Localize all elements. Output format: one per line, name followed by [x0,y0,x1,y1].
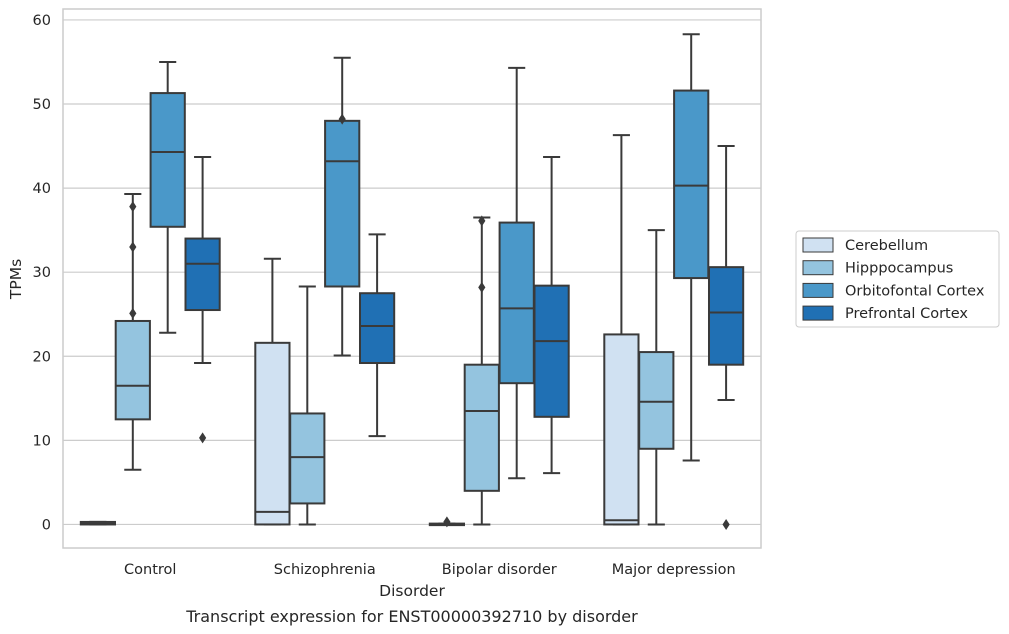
box [149,60,186,334]
legend-swatch [802,237,834,253]
chart-caption: Transcript expression for ENST0000039271… [185,607,638,626]
outlier-point [478,215,486,227]
x-axis-title: Disorder [379,582,445,600]
box-body [184,237,221,312]
outlier-point [129,201,137,213]
box [254,257,291,526]
x-tick-label: Control [124,562,176,578]
box-body [673,89,710,280]
legend-label: Prefrontal Cortex [845,306,968,322]
box [324,56,361,357]
legend-label: Orbitofontal Cortex [845,283,985,299]
outlier-point [443,516,451,528]
legend-swatch [802,260,834,276]
box-body [498,221,535,385]
outlier-point [338,113,346,125]
box-body [707,266,745,366]
box-body [324,119,361,288]
outlier-point [129,307,137,319]
y-tick-label: 0 [42,517,51,533]
legend-label: Cerebellum [845,238,928,254]
outlier-point [129,241,137,253]
box [114,192,151,471]
box [184,155,221,444]
y-gridlines [63,19,761,526]
y-axis-title: TPMs [7,259,25,300]
y-tick-label: 40 [33,181,51,197]
box [79,520,117,526]
box [707,145,745,530]
box [498,66,535,480]
box-body [149,92,186,228]
y-tick-label: 20 [33,349,51,365]
box [463,215,500,526]
box-body [289,412,326,505]
legend-swatch [802,282,834,298]
y-tick-label: 10 [33,433,51,449]
legend-swatch [802,305,834,321]
box [428,516,466,528]
box [673,33,710,462]
legend: Cerebellum Hipppocampus Orbitofontal Corte… [795,230,1000,328]
plot-frame [62,8,762,549]
box-body [114,319,151,421]
y-tick-label: 50 [33,97,51,113]
outlier-point [478,281,486,293]
outlier-point [722,518,730,530]
box-body [603,333,640,526]
outlier-point [199,432,207,444]
box-body [254,341,291,526]
box-series-group [79,33,745,530]
x-tick-labels: Control Schizophrenia Bipolar disorder Majo… [124,562,736,578]
x-tick-label: Bipolar disorder [442,562,557,578]
y-tick-label: 30 [33,265,51,281]
x-tick-label: Schizophrenia [274,562,376,578]
legend-items: Cerebellum Hipppocampus Orbitofontal Corte… [802,237,985,322]
legend-frame [795,230,1000,328]
box [533,155,570,475]
legend-label: Hipppocampus [845,261,953,277]
box [289,285,326,526]
box [603,134,640,526]
box-body [463,363,500,492]
y-tick-label: 60 [33,13,51,29]
box-body [638,351,675,450]
y-tick-labels: 0 10 20 30 40 50 60 [33,13,51,534]
box-body [533,284,570,418]
box [358,233,396,438]
box [638,229,675,526]
box-body [358,292,396,365]
x-tick-label: Major depression [612,562,736,578]
